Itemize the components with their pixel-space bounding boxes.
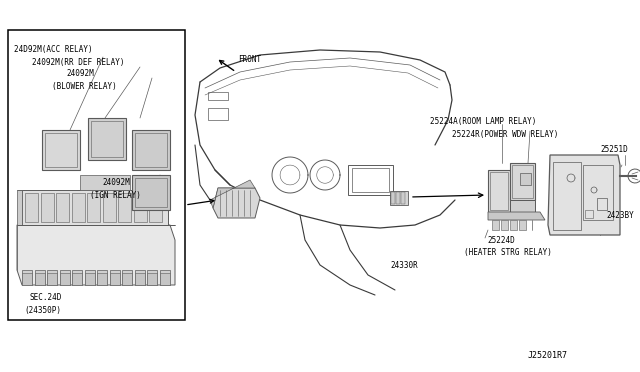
Polygon shape <box>210 180 255 208</box>
Polygon shape <box>72 273 82 285</box>
Polygon shape <box>213 188 260 218</box>
Bar <box>208 92 228 100</box>
Polygon shape <box>548 155 620 235</box>
Bar <box>583 165 613 220</box>
Polygon shape <box>35 270 45 285</box>
Polygon shape <box>519 220 526 230</box>
Text: (HEATER STRG RELAY): (HEATER STRG RELAY) <box>464 248 552 257</box>
Polygon shape <box>520 173 531 185</box>
Polygon shape <box>488 170 510 212</box>
Bar <box>352 168 389 192</box>
Polygon shape <box>122 273 132 285</box>
Polygon shape <box>25 193 38 222</box>
Polygon shape <box>40 193 54 222</box>
Text: 2423BY: 2423BY <box>606 211 634 220</box>
Polygon shape <box>22 190 168 225</box>
Text: (BLOWER RELAY): (BLOWER RELAY) <box>52 82 116 91</box>
Bar <box>597 198 607 210</box>
Polygon shape <box>102 193 115 222</box>
Polygon shape <box>56 193 69 222</box>
Polygon shape <box>17 190 22 225</box>
Text: FRONT: FRONT <box>238 55 261 64</box>
Polygon shape <box>60 273 70 285</box>
Polygon shape <box>159 273 170 285</box>
Bar <box>8 30 185 320</box>
Text: (IGN RELAY): (IGN RELAY) <box>90 191 141 200</box>
Bar <box>348 165 393 195</box>
Polygon shape <box>97 273 107 285</box>
Polygon shape <box>159 270 170 285</box>
Polygon shape <box>134 193 147 222</box>
Text: 24092M(RR DEF RELAY): 24092M(RR DEF RELAY) <box>32 58 125 67</box>
Polygon shape <box>132 130 170 170</box>
Polygon shape <box>147 273 157 285</box>
Polygon shape <box>47 270 57 285</box>
Polygon shape <box>35 273 45 285</box>
Polygon shape <box>84 270 95 285</box>
Polygon shape <box>134 273 145 285</box>
Bar <box>396 192 400 204</box>
Polygon shape <box>42 130 80 170</box>
Polygon shape <box>118 193 131 222</box>
Polygon shape <box>122 270 132 285</box>
Polygon shape <box>84 273 95 285</box>
Polygon shape <box>510 200 535 215</box>
Polygon shape <box>132 175 170 210</box>
Polygon shape <box>492 220 499 230</box>
Polygon shape <box>72 193 84 222</box>
Polygon shape <box>88 118 126 160</box>
Polygon shape <box>87 193 100 222</box>
Polygon shape <box>109 273 120 285</box>
Bar <box>585 210 593 218</box>
Text: 25224R(POWER WDW RELAY): 25224R(POWER WDW RELAY) <box>452 130 558 139</box>
Polygon shape <box>47 273 57 285</box>
Text: (24350P): (24350P) <box>24 306 61 315</box>
Text: J25201R7: J25201R7 <box>528 351 568 360</box>
Text: 24092M: 24092M <box>66 69 93 78</box>
Polygon shape <box>510 220 517 230</box>
Polygon shape <box>488 212 545 220</box>
Polygon shape <box>97 270 107 285</box>
Polygon shape <box>17 225 175 285</box>
Text: 25224A(ROOM LAMP RELAY): 25224A(ROOM LAMP RELAY) <box>430 117 536 126</box>
Text: 24D92M(ACC RELAY): 24D92M(ACC RELAY) <box>14 45 93 54</box>
Text: 24092M: 24092M <box>102 178 130 187</box>
Bar <box>390 191 408 205</box>
Text: SEC.24D: SEC.24D <box>30 293 62 302</box>
Bar <box>391 192 395 204</box>
Polygon shape <box>60 270 70 285</box>
Bar <box>208 108 228 120</box>
Polygon shape <box>147 270 157 285</box>
Polygon shape <box>72 270 82 285</box>
Bar <box>553 162 581 230</box>
Bar <box>401 192 405 204</box>
Polygon shape <box>149 193 162 222</box>
Text: 24330R: 24330R <box>390 261 418 270</box>
Polygon shape <box>109 270 120 285</box>
Polygon shape <box>22 273 32 285</box>
Polygon shape <box>501 220 508 230</box>
Polygon shape <box>134 270 145 285</box>
Text: 25251D: 25251D <box>600 145 628 154</box>
Text: 25224D: 25224D <box>487 236 515 245</box>
Polygon shape <box>510 163 535 200</box>
Polygon shape <box>22 270 32 285</box>
Polygon shape <box>80 175 130 190</box>
